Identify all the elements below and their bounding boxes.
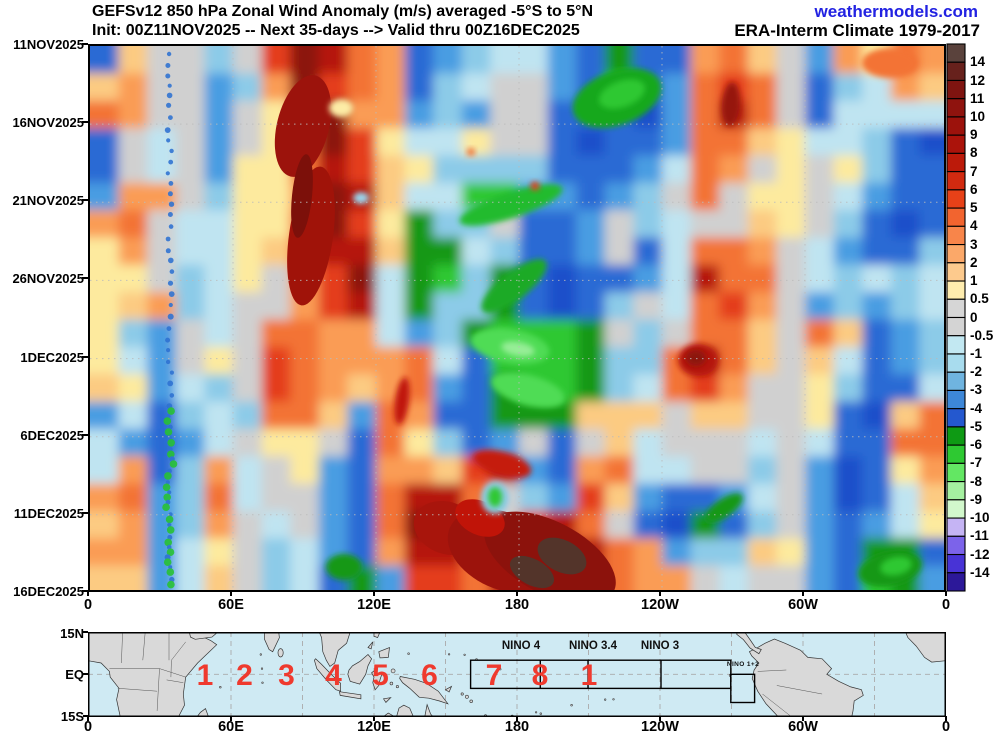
svg-text:7: 7	[486, 659, 503, 692]
svg-text:NINO 1+2: NINO 1+2	[727, 661, 759, 668]
svg-text:1: 1	[581, 659, 598, 692]
svg-text:5: 5	[372, 659, 389, 692]
svg-text:1: 1	[197, 659, 214, 692]
svg-text:NINO 3: NINO 3	[641, 640, 679, 652]
svg-text:2: 2	[236, 659, 253, 692]
svg-text:3: 3	[278, 659, 295, 692]
svg-text:NINO 3.4: NINO 3.4	[569, 640, 618, 652]
svg-text:6: 6	[421, 659, 438, 692]
svg-text:8: 8	[532, 659, 549, 692]
svg-text:4: 4	[325, 659, 342, 692]
svg-text:NINO 4: NINO 4	[502, 640, 541, 652]
